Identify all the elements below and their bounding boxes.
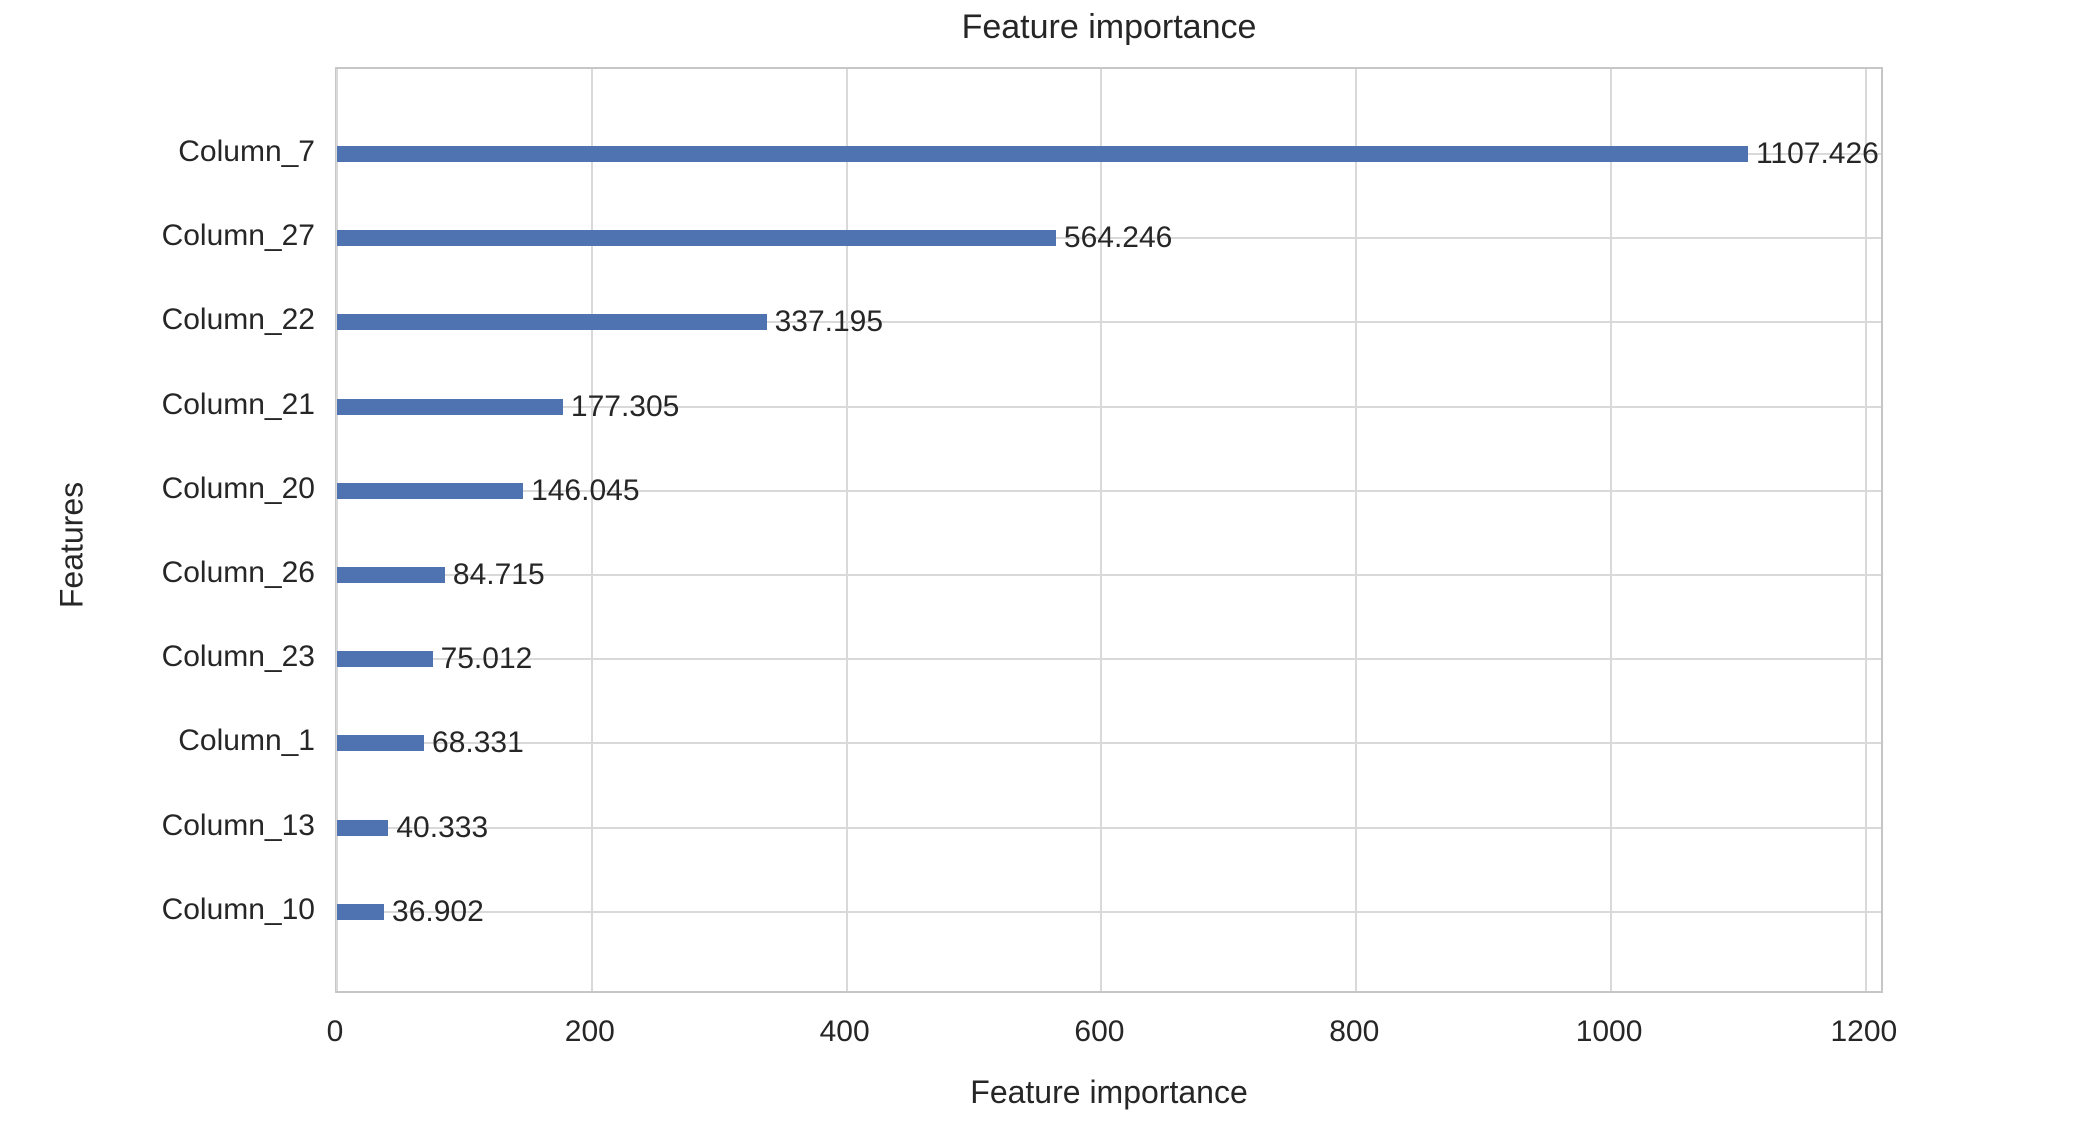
bar-value-label-Column_20: 146.045	[531, 473, 640, 507]
h-gridline-Column_27	[337, 237, 1881, 240]
v-gridline-400	[845, 69, 848, 991]
bar-Column_27	[337, 230, 1056, 247]
bar-Column_20	[337, 482, 524, 499]
h-gridline-Column_20	[337, 489, 1881, 492]
v-gridline-800	[1355, 69, 1358, 991]
x-axis-label: Feature importance	[970, 1074, 1248, 1110]
h-gridline-Column_1	[337, 742, 1881, 745]
bar-value-label-Column_1: 68.331	[432, 726, 524, 760]
y-tick-label-Column_26: Column_26	[161, 556, 315, 589]
y-tick-label-Column_20: Column_20	[161, 471, 315, 505]
bar-value-label-Column_22: 337.195	[774, 305, 884, 339]
v-gridline-1000	[1610, 69, 1613, 991]
h-gridline-Column_13	[337, 826, 1881, 829]
h-gridline-Column_21	[337, 405, 1881, 408]
bar-Column_7	[337, 146, 1748, 162]
x-tick-label-200: 200	[564, 1015, 615, 1048]
bar-Column_23	[337, 651, 433, 668]
bar-Column_21	[337, 398, 563, 415]
h-gridline-Column_22	[337, 321, 1881, 324]
v-gridline-0	[336, 69, 338, 991]
y-tick-label-Column_1: Column_1	[178, 724, 315, 758]
bar-value-label-Column_26: 84.715	[452, 558, 545, 591]
x-tick-label-0: 0	[326, 1015, 344, 1048]
h-gridline-Column_26	[337, 574, 1881, 576]
bar-value-label-Column_21: 177.305	[570, 389, 680, 423]
h-gridline-Column_10	[337, 910, 1881, 913]
v-gridline-1200	[1864, 69, 1867, 991]
v-gridline-600	[1100, 69, 1103, 991]
chart-title: Feature importance	[961, 8, 1257, 46]
x-tick-label-1000: 1000	[1575, 1015, 1643, 1048]
h-gridline-Column_23	[337, 658, 1881, 661]
y-tick-label-Column_22: Column_22	[161, 303, 315, 337]
x-tick-label-800: 800	[1329, 1015, 1380, 1048]
y-tick-label-Column_27: Column_27	[161, 219, 315, 253]
bar-Column_1	[337, 735, 425, 752]
bar-Column_13	[337, 819, 389, 836]
y-tick-label-Column_13: Column_13	[161, 808, 315, 842]
bar-value-label-Column_7: 1107.426	[1755, 137, 1879, 170]
x-tick-label-1200: 1200	[1830, 1015, 1898, 1048]
bar-value-label-Column_10: 36.902	[392, 894, 484, 928]
plot-area: 1107.426 564.246 337.195 177.305 146.045 84.7…	[335, 67, 1883, 993]
bar-Column_26	[337, 567, 445, 583]
y-tick-label-Column_21: Column_21	[161, 387, 315, 421]
bar-value-label-Column_13: 40.333	[396, 810, 489, 844]
bar-Column_10	[337, 903, 385, 920]
bar-value-label-Column_27: 564.246	[1063, 221, 1173, 255]
y-tick-label-Column_10: Column_10	[161, 892, 315, 926]
bar-Column_22	[337, 314, 767, 331]
v-gridline-200	[590, 69, 593, 991]
x-tick-label-600: 600	[1074, 1015, 1125, 1048]
bar-value-label-Column_23: 75.012	[440, 642, 533, 676]
y-tick-label-Column_7: Column_7	[178, 135, 315, 168]
x-tick-label-400: 400	[819, 1015, 870, 1048]
y-tick-label-Column_23: Column_23	[161, 640, 315, 674]
